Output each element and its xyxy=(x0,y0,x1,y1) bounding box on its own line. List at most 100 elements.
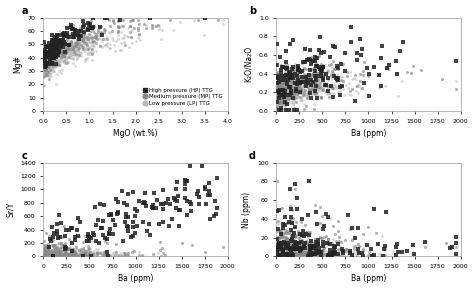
Point xyxy=(329,86,337,90)
Point xyxy=(47,71,55,75)
Point xyxy=(126,19,134,23)
Point xyxy=(312,89,319,94)
Point xyxy=(334,242,341,247)
Point xyxy=(67,253,74,258)
Point xyxy=(313,63,321,68)
Point xyxy=(278,254,285,259)
Point xyxy=(63,252,70,257)
Point xyxy=(283,107,291,112)
Point xyxy=(55,39,63,44)
Point xyxy=(70,249,78,253)
Point xyxy=(58,252,66,257)
Point xyxy=(286,249,294,253)
Point xyxy=(46,60,53,65)
Point xyxy=(278,77,286,82)
Point xyxy=(295,246,303,251)
Point xyxy=(308,81,315,85)
Point xyxy=(330,84,337,89)
Point xyxy=(289,87,297,92)
Point xyxy=(280,244,288,249)
Point xyxy=(292,232,300,237)
Point xyxy=(318,243,325,248)
Point xyxy=(280,254,288,258)
Point xyxy=(56,251,64,255)
Point xyxy=(46,55,53,60)
Point xyxy=(286,247,294,251)
Point xyxy=(290,251,297,256)
Point xyxy=(281,66,289,71)
Point xyxy=(287,85,294,90)
Point xyxy=(341,238,349,242)
Point xyxy=(67,43,74,48)
Point xyxy=(296,242,303,247)
Point xyxy=(287,90,294,95)
Point xyxy=(49,63,56,68)
Point xyxy=(75,34,82,38)
Point xyxy=(274,218,282,223)
Point xyxy=(295,251,303,255)
Point xyxy=(298,94,306,99)
Point xyxy=(78,38,85,43)
Point xyxy=(298,238,306,242)
Point xyxy=(290,86,297,91)
Point xyxy=(68,42,76,46)
Point xyxy=(310,248,318,252)
Point xyxy=(286,249,293,253)
Point xyxy=(282,74,289,79)
Point xyxy=(307,89,315,94)
Point xyxy=(111,48,118,53)
Point xyxy=(41,56,48,61)
Point xyxy=(338,79,346,84)
Point xyxy=(290,93,298,97)
Point xyxy=(275,81,283,86)
Point xyxy=(274,90,282,94)
Point xyxy=(346,226,354,231)
Point xyxy=(279,80,287,85)
Point xyxy=(45,253,53,257)
Point xyxy=(377,84,384,89)
Point xyxy=(58,40,66,44)
Point xyxy=(98,254,106,258)
Point xyxy=(291,99,298,104)
Point xyxy=(273,245,281,249)
Point xyxy=(77,253,84,257)
Point xyxy=(307,67,315,72)
Point xyxy=(101,15,109,20)
Point xyxy=(294,250,301,255)
Point xyxy=(82,249,90,253)
Point xyxy=(48,53,56,58)
Point xyxy=(50,231,58,235)
Point xyxy=(328,86,336,90)
Point xyxy=(325,241,333,245)
Point xyxy=(40,251,48,255)
Point xyxy=(332,239,339,244)
Point xyxy=(54,51,62,56)
Point xyxy=(146,15,154,20)
Point xyxy=(45,48,52,53)
Point xyxy=(53,252,60,256)
Point xyxy=(291,77,298,81)
Point xyxy=(289,234,297,238)
Point xyxy=(310,79,318,84)
Point xyxy=(276,85,284,90)
Point xyxy=(283,236,291,241)
Point xyxy=(72,251,80,255)
Point xyxy=(292,88,300,92)
Point xyxy=(280,244,288,249)
Point xyxy=(45,52,53,56)
Point xyxy=(291,233,299,238)
Point xyxy=(274,253,282,257)
Point xyxy=(82,59,89,63)
Point xyxy=(42,60,50,64)
Point xyxy=(65,253,73,257)
Point xyxy=(93,252,101,257)
Point xyxy=(289,83,297,88)
Point xyxy=(283,96,290,101)
Point xyxy=(311,236,319,241)
Point xyxy=(45,250,52,255)
Point xyxy=(88,39,96,44)
Point xyxy=(273,251,281,255)
Point xyxy=(273,247,281,252)
Point xyxy=(282,77,289,81)
Point xyxy=(280,95,287,99)
